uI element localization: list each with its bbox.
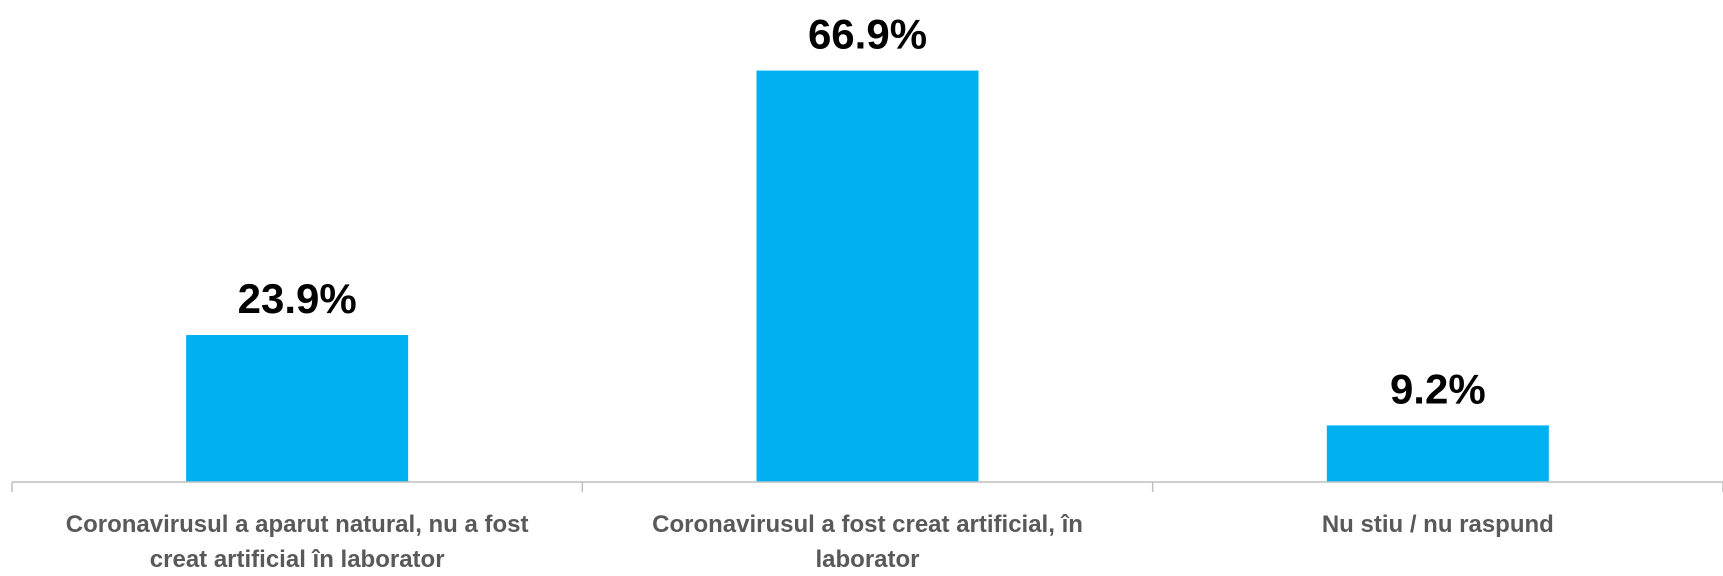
category-label: Nu stiu / nu raspund	[1322, 511, 1554, 538]
category-label: Coronavirusul a fost creat artificial, î…	[652, 511, 1083, 573]
data-label: 66.9%	[808, 11, 927, 58]
data-labels-group: 23.9% 66.9% 9.2%	[238, 11, 1486, 413]
category-label: Coronavirusul a aparut natural, nu a fos…	[66, 511, 529, 573]
x-axis	[11, 481, 1723, 492]
data-label: 9.2%	[1390, 365, 1486, 412]
bar	[756, 70, 979, 482]
data-label: 23.9%	[238, 275, 357, 322]
bars-group	[186, 70, 1549, 482]
bar	[1326, 425, 1549, 482]
bar	[186, 335, 409, 482]
category-labels-group: Coronavirusul a aparut natural, nu a fos…	[66, 511, 1554, 573]
